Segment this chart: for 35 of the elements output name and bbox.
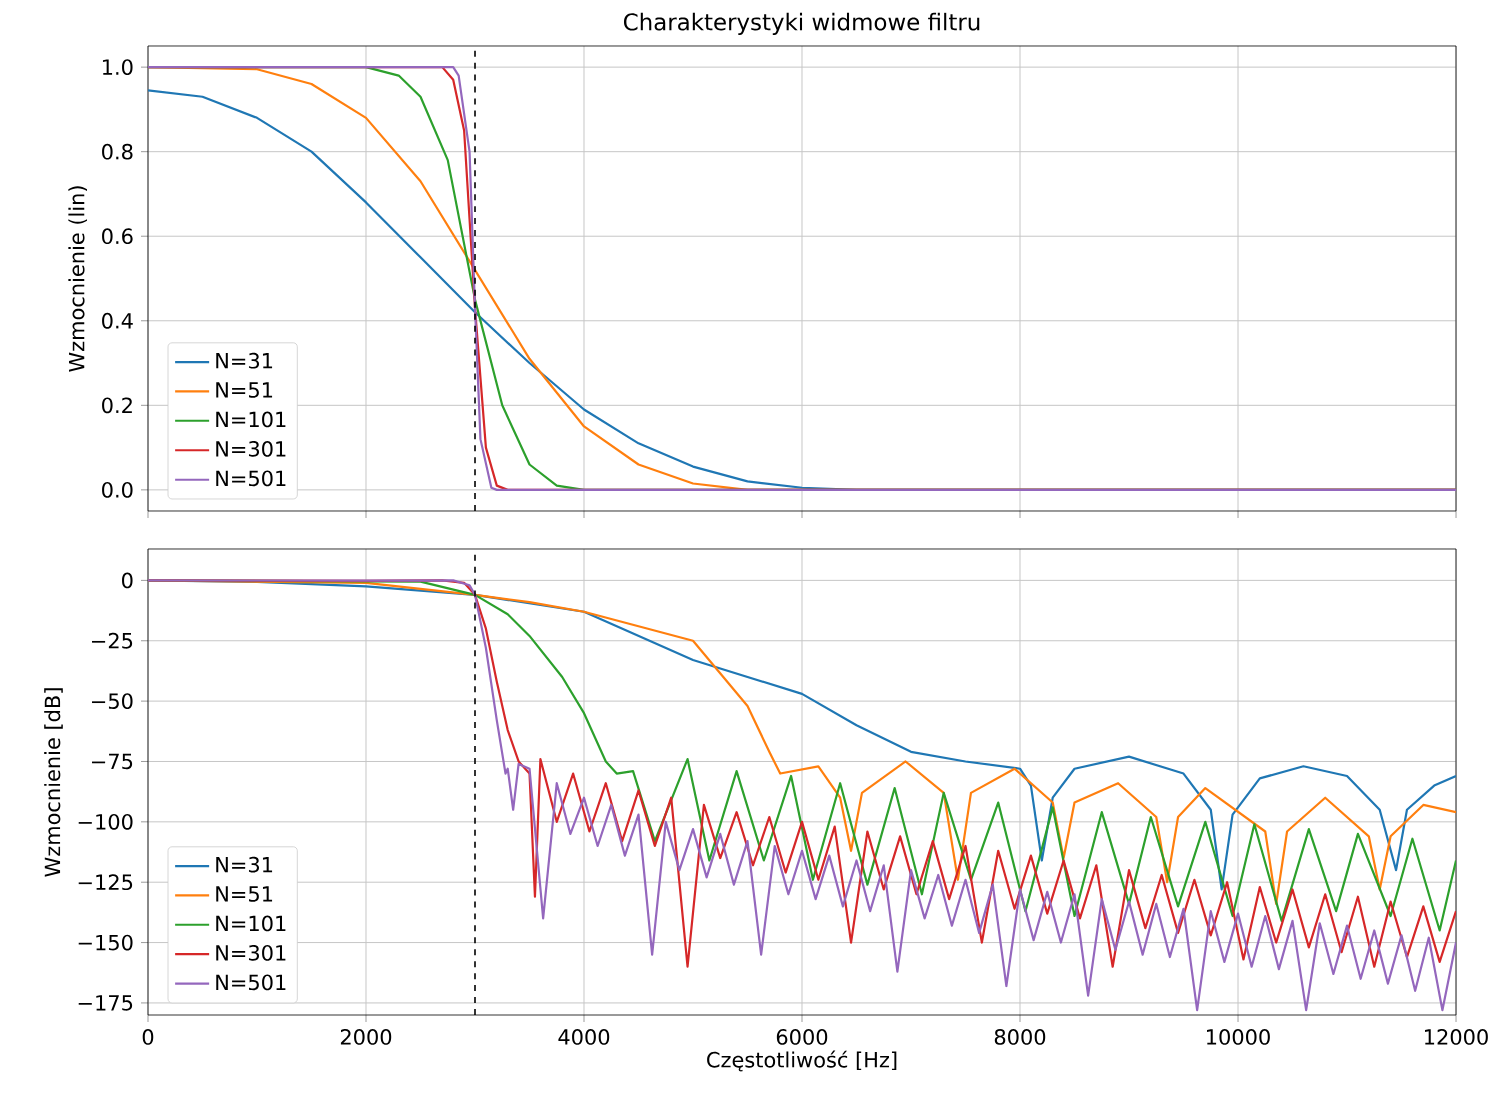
x-tick-label: 8000: [994, 1029, 1046, 1045]
chart-title: Charakterystyki widmowe filtru: [623, 12, 980, 35]
legend-label: N=301: [216, 440, 286, 457]
y-tick-label: 1.0: [102, 59, 133, 76]
y-tick-label: 0.4: [102, 312, 133, 329]
y-tick-label: −50: [92, 693, 133, 710]
y-tick-label: 0.8: [102, 143, 133, 160]
legend-label: N=501: [216, 470, 286, 487]
y-tick-label: 0.2: [102, 397, 132, 414]
legend-label: N=31: [216, 856, 273, 873]
x-tick-label: 4000: [558, 1029, 610, 1045]
x-tick-label: 12000: [1425, 1029, 1488, 1045]
y-tick-label: −25: [92, 632, 133, 649]
legend-label: N=301: [216, 944, 286, 961]
y-tick-label: −100: [78, 813, 133, 830]
y-tick-label: 0.0: [102, 481, 133, 498]
y-tick-label: −125: [78, 874, 133, 891]
y-tick-label: −75: [92, 753, 133, 770]
x-tick-label: 6000: [776, 1029, 828, 1045]
x-tick-label: 2000: [340, 1029, 392, 1045]
legend-label: N=101: [216, 411, 286, 428]
y-axis-title: Wzmocnienie [dB]: [44, 688, 63, 877]
y-tick-label: −175: [78, 995, 133, 1011]
legend-label: N=51: [216, 886, 273, 902]
y-tick-label: 0.6: [102, 228, 133, 245]
legend-label: N=101: [216, 915, 286, 932]
y-axis-title: Wzmocnienie (lin): [68, 186, 87, 372]
x-tick-label: 0: [142, 1029, 154, 1045]
x-tick-label: 10000: [1207, 1029, 1270, 1045]
legend-label: N=51: [216, 382, 273, 398]
legend-label: N=31: [216, 352, 273, 369]
y-tick-label: 0: [122, 572, 133, 589]
legend-label: N=501: [216, 974, 286, 991]
y-tick-label: −150: [78, 934, 133, 951]
x-axis-title: Częstotliwość [Hz]: [707, 1050, 897, 1072]
